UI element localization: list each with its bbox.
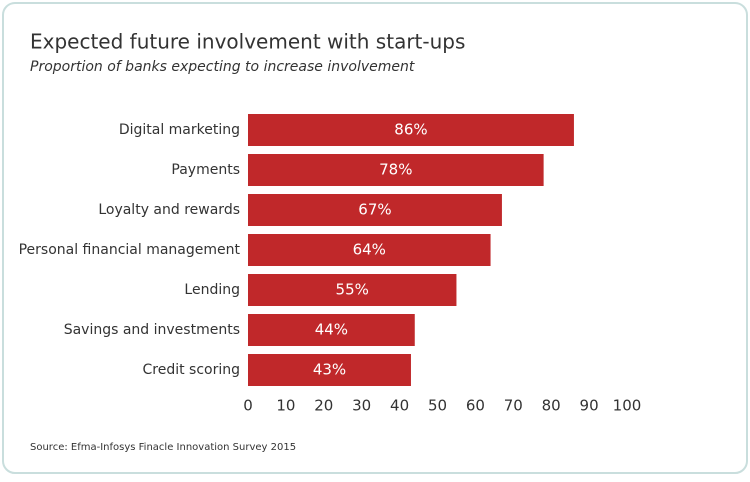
x-tick-label: 50 — [428, 397, 447, 415]
chart-title: Expected future involvement with start-u… — [30, 30, 465, 54]
bar — [248, 314, 415, 346]
bar — [248, 234, 491, 266]
x-tick-label: 100 — [613, 397, 642, 415]
bar — [248, 274, 457, 306]
y-tick-label: Savings and investments — [64, 322, 240, 338]
bar-value-label: 44% — [315, 321, 348, 339]
bar-value-label: 67% — [358, 201, 391, 219]
y-tick-label: Lending — [184, 282, 240, 298]
x-tick-label: 30 — [352, 397, 371, 415]
chart-subtitle: Proportion of banks expecting to increas… — [30, 59, 415, 75]
bar — [248, 114, 574, 146]
y-tick-label: Personal financial management — [19, 242, 241, 258]
x-tick-label: 0 — [243, 397, 253, 415]
x-tick-label: 10 — [276, 397, 295, 415]
x-tick-label: 20 — [314, 397, 333, 415]
y-tick-label: Credit scoring — [142, 362, 240, 378]
bar — [248, 154, 544, 186]
bar-value-label: 43% — [313, 361, 346, 379]
bar — [248, 194, 502, 226]
bar-value-label: 64% — [353, 241, 386, 259]
bar-value-label: 86% — [394, 121, 427, 139]
bar-value-label: 55% — [336, 281, 369, 299]
x-tick-label: 80 — [542, 397, 561, 415]
y-tick-label: Digital marketing — [119, 122, 240, 138]
source-note: Source: Efma-Infosys Finacle Innovation … — [30, 442, 296, 453]
bar-value-label: 78% — [379, 161, 412, 179]
y-tick-label: Payments — [171, 162, 240, 178]
y-tick-label: Loyalty and rewards — [98, 202, 240, 218]
x-tick-label: 90 — [580, 397, 599, 415]
x-tick-label: 70 — [504, 397, 523, 415]
x-tick-label: 40 — [390, 397, 409, 415]
x-tick-label: 60 — [466, 397, 485, 415]
bar — [248, 354, 411, 386]
